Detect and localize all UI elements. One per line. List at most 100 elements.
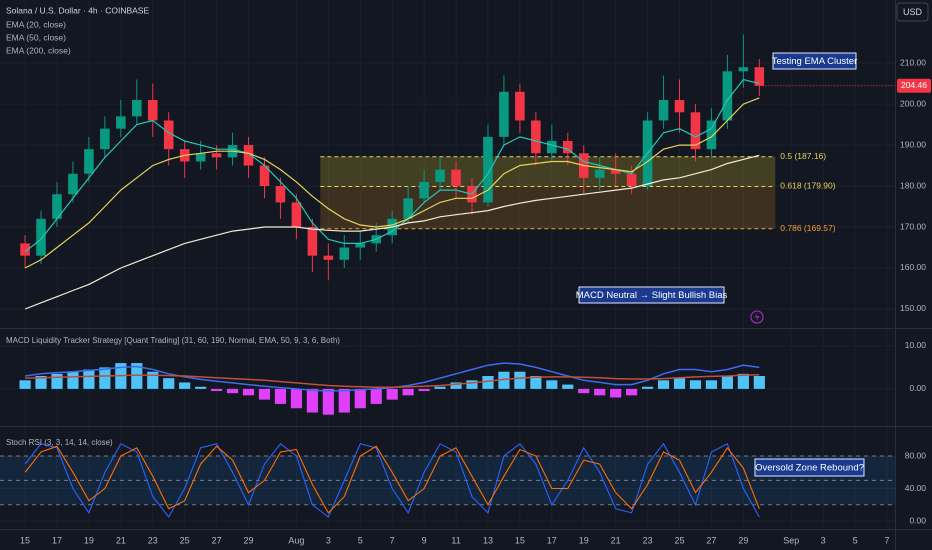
annotation-text: Oversold Zone Rebound? (755, 463, 864, 474)
histogram-bar (530, 375, 542, 389)
histogram-bar (610, 388, 622, 398)
ema-line (24, 97, 760, 269)
ema-line (24, 78, 760, 253)
y-tick-label: 150.00 (900, 303, 926, 313)
x-tick-label: 23 (643, 535, 653, 545)
chart-title: Solana / U.S. Dollar · 4h · COINBASE (6, 5, 149, 15)
x-tick-label: 3 (821, 535, 826, 545)
x-tick-label: 27 (706, 535, 716, 545)
histogram-bar (546, 380, 558, 389)
candle-body (275, 186, 286, 203)
x-tick-label: 29 (738, 535, 748, 545)
candle-body (451, 169, 461, 187)
x-tick-label: 15 (515, 535, 525, 545)
histogram-bar (594, 388, 606, 396)
candle-body (658, 99, 669, 121)
annotation-box (578, 286, 725, 304)
legend-entry: EMA (20, close) (6, 19, 66, 29)
histogram-bar (641, 386, 654, 389)
content-layer (0, 34, 895, 518)
histogram-bar (562, 384, 574, 389)
candle-body (610, 169, 621, 174)
candle-body (754, 67, 765, 86)
fib-level-label: 0.5 (187.16) (780, 151, 826, 161)
histogram-bar (418, 388, 430, 392)
histogram-bar (673, 378, 686, 389)
currency-button[interactable] (896, 2, 929, 22)
histogram-bar (195, 386, 207, 389)
histogram-bar (290, 388, 303, 409)
histogram-bar (99, 367, 111, 389)
x-tick-label: 3 (326, 535, 331, 545)
histogram-bar (737, 373, 749, 389)
fib-level-label: 0.618 (179.90) (780, 181, 835, 191)
macd-line (25, 373, 760, 388)
histogram-bar (51, 373, 63, 389)
histogram-bar (450, 382, 462, 389)
x-tick-label: 5 (853, 535, 858, 545)
candle-body (435, 169, 445, 182)
candle-body (531, 120, 541, 154)
candle-body (674, 99, 685, 113)
x-tick-label: 13 (483, 535, 493, 545)
candle-body (323, 255, 334, 260)
alert-icon-bolt (754, 312, 760, 322)
candle-body (132, 99, 142, 117)
y-tick-label: 160.00 (900, 262, 926, 272)
x-tick-label: 25 (180, 535, 190, 545)
x-tick-label: 7 (390, 535, 395, 545)
histogram-bar (370, 388, 382, 404)
histogram-bar (274, 388, 287, 404)
x-tick-label: Sep (783, 535, 799, 545)
x-tick-label: 9 (422, 535, 427, 545)
candle-body (195, 153, 206, 162)
candle-body (68, 173, 78, 195)
histogram-bar (306, 388, 318, 413)
candle-body (307, 227, 318, 256)
x-tick-label: 21 (116, 535, 126, 545)
x-tick-label: 5 (358, 535, 363, 545)
candle-body (562, 140, 573, 154)
x-tick-label: 15 (20, 535, 30, 545)
histogram-bar (482, 375, 494, 389)
histogram-bar (689, 380, 702, 389)
histogram-bar (386, 388, 398, 400)
candle-body (211, 153, 222, 158)
candle-body (147, 99, 158, 121)
candle-body (499, 91, 509, 137)
x-tick-label: 27 (212, 535, 222, 545)
x-tick-label: 21 (611, 535, 621, 545)
histogram-bar (626, 388, 638, 396)
histogram-bar (434, 386, 446, 389)
stoch-line (24, 442, 760, 518)
y-tick-label: 0.00 (909, 515, 926, 525)
y-tick-label: 180.00 (900, 180, 926, 190)
histogram-bar (578, 388, 590, 394)
histogram-bar (131, 363, 143, 389)
x-tick-label: 19 (579, 535, 589, 545)
ema-line (24, 154, 760, 310)
histogram-bar (402, 388, 414, 396)
histogram-bar (705, 380, 718, 389)
histogram-bar (466, 380, 478, 389)
y-tick-label: 0.00 (909, 383, 926, 393)
candle-body (626, 173, 637, 187)
y-tick-label: 80.00 (905, 450, 927, 460)
histogram-bar (226, 388, 239, 394)
y-tick-label: 190.00 (900, 139, 926, 149)
histogram-bar (657, 380, 670, 389)
histogram-bar (721, 375, 733, 389)
histogram-bar (498, 371, 510, 389)
y-tick-label: 10.00 (905, 340, 927, 350)
alert-icon[interactable] (750, 310, 764, 324)
x-tick-label: 25 (675, 535, 685, 545)
histogram-bar (147, 371, 159, 389)
annotation-box (754, 458, 865, 477)
candle-body (515, 91, 525, 121)
y-tick-label: 210.00 (900, 57, 926, 67)
x-tick-label: 29 (244, 535, 254, 545)
currency-label: USD (903, 7, 923, 17)
candle-body (483, 136, 493, 203)
